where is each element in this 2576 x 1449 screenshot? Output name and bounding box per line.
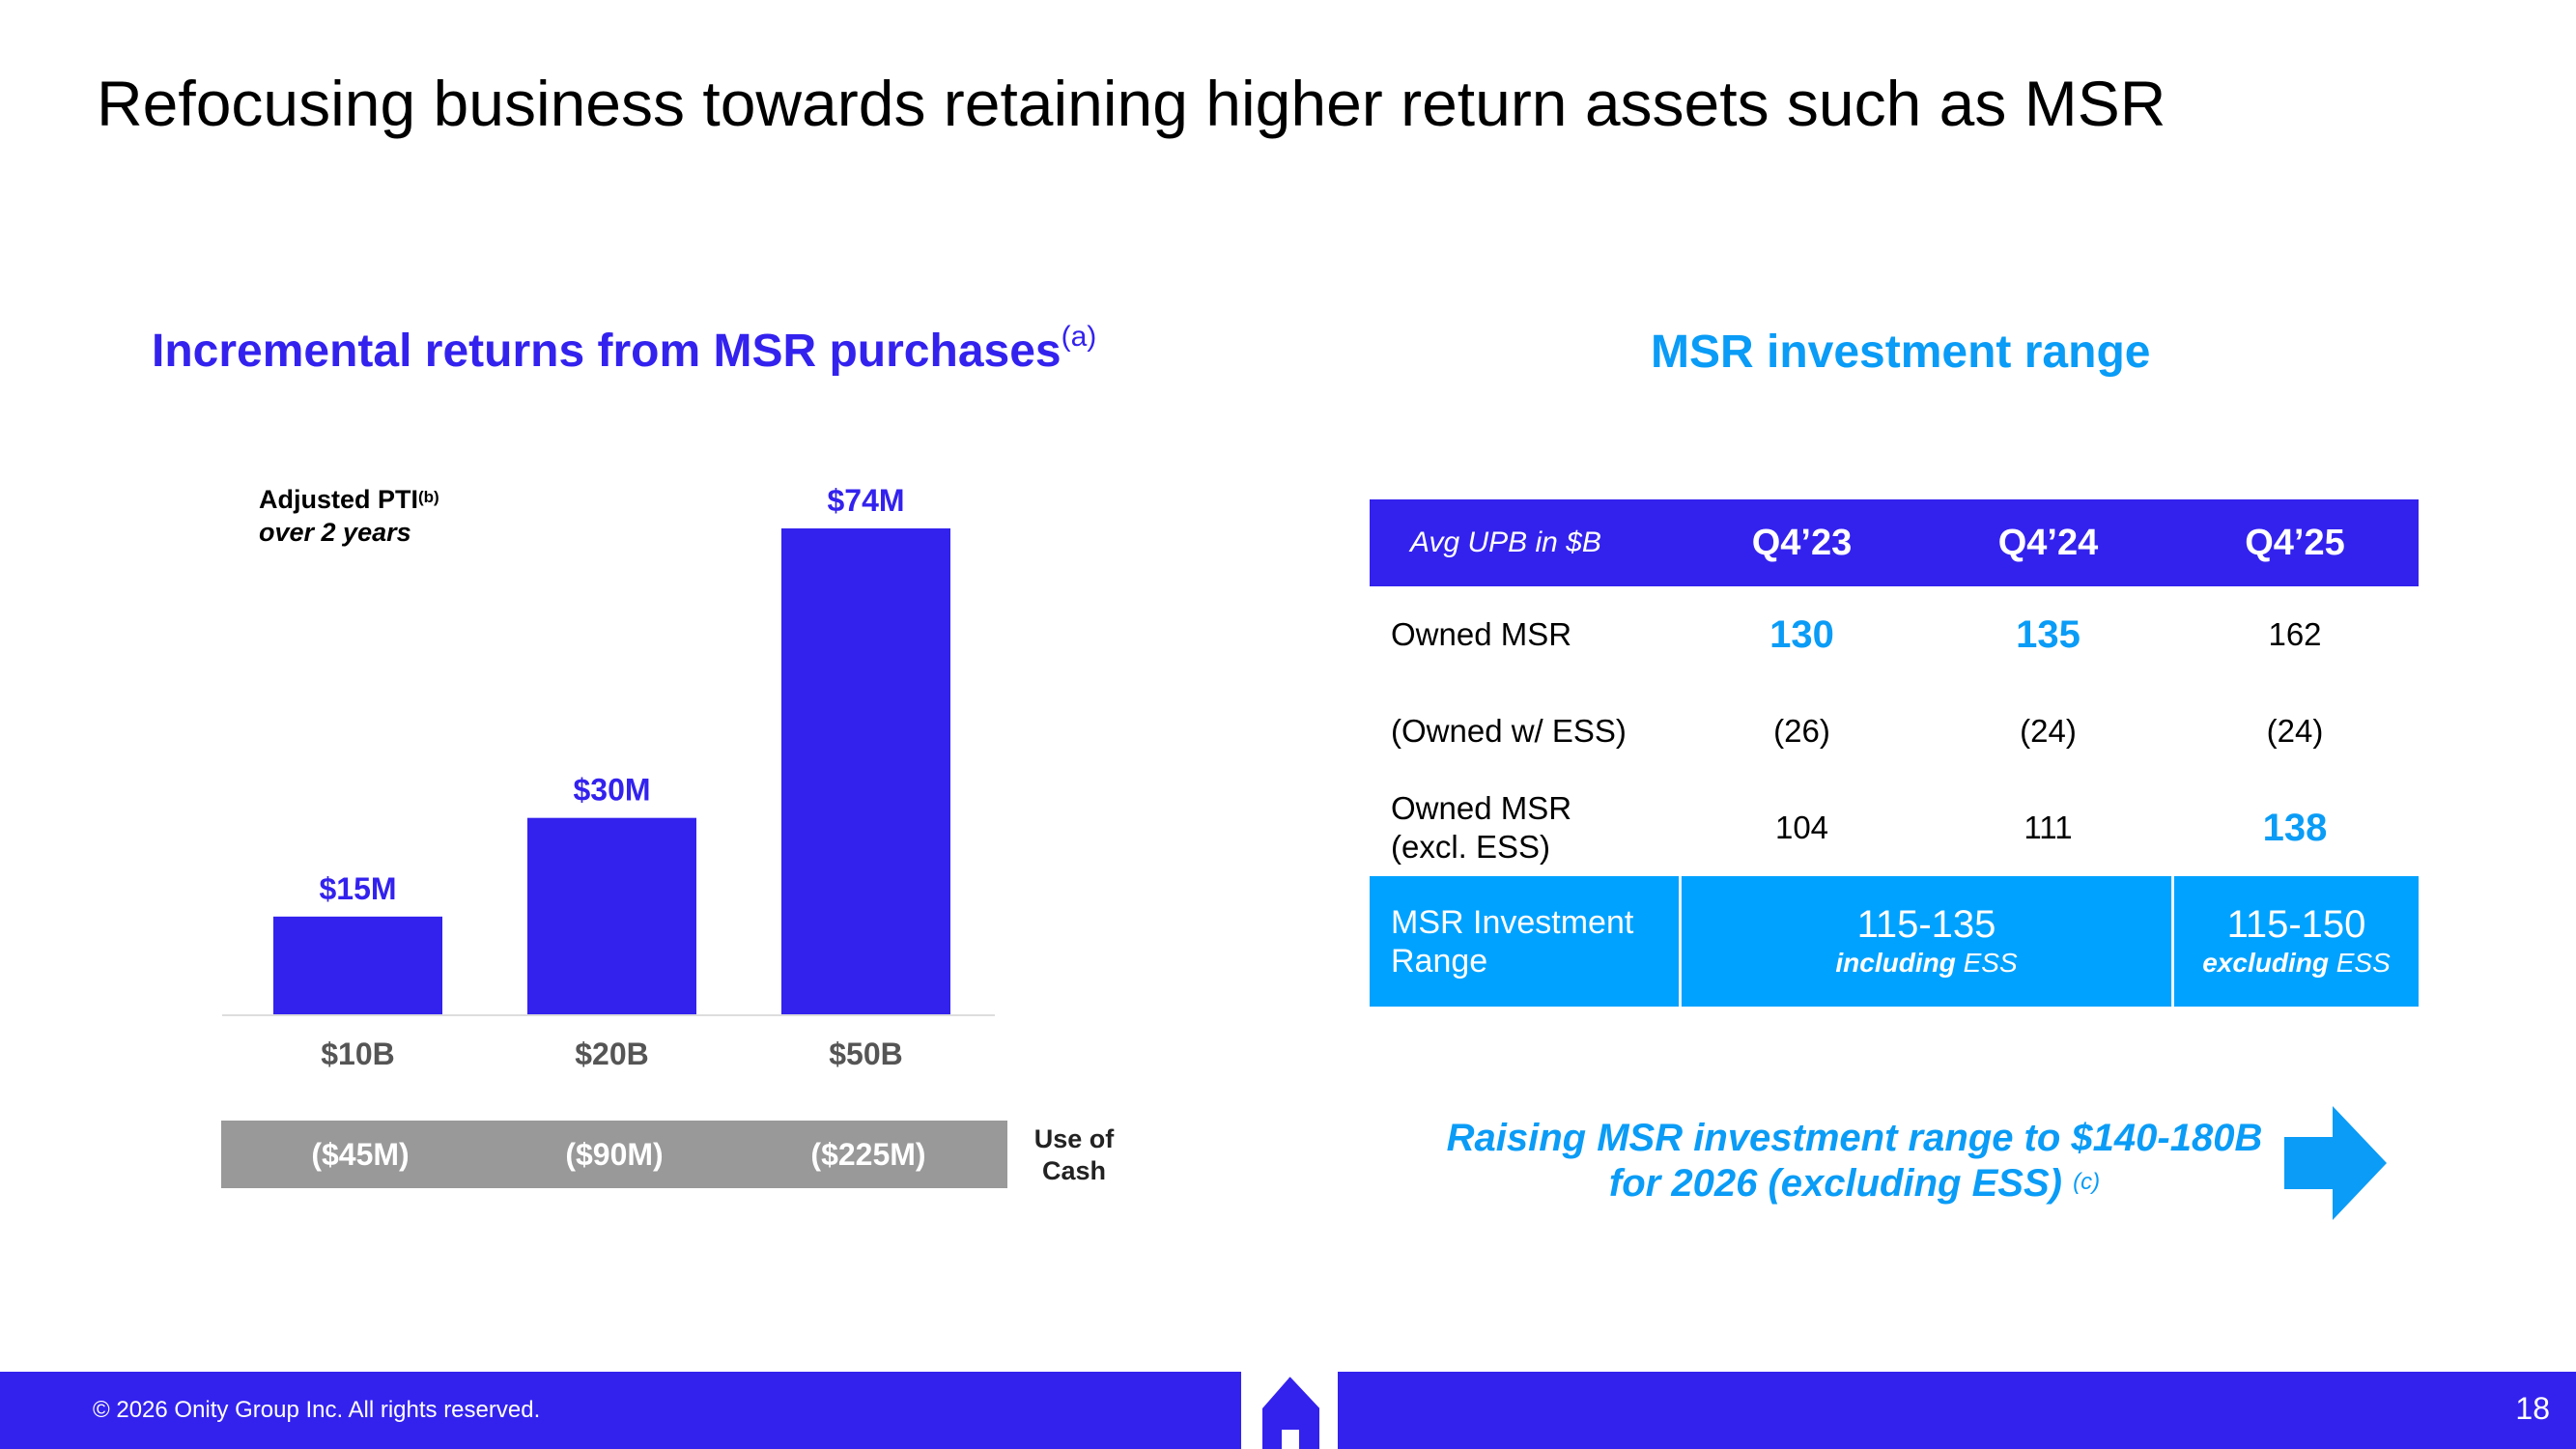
investment-range-callout: Raising MSR investment range to $140-180… — [1410, 1116, 2299, 1207]
bar-value-label: $15M — [319, 871, 396, 906]
bar-category-label: $50B — [829, 1037, 903, 1071]
range-including-ess: 115-135 including ESS — [1682, 876, 2171, 1007]
use-of-cash-value: ($45M) — [311, 1137, 410, 1172]
range-note-text: ESS — [1955, 947, 2018, 978]
pti-label-period: over 2 years — [259, 518, 411, 547]
range-note-emphasis: including — [1835, 947, 1956, 978]
row-label-line1: Owned MSR — [1391, 790, 1572, 826]
bar-value-label: $30M — [573, 773, 650, 808]
left-section-heading: Incremental returns from MSR purchases(a… — [152, 321, 1096, 378]
use-of-cash-value: ($225M) — [810, 1137, 926, 1172]
range-note-text: ESS — [2328, 947, 2391, 978]
use-of-cash-label-line2: Cash — [1041, 1156, 1107, 1185]
row-label: Owned MSR (excl. ESS) — [1370, 780, 1700, 876]
category-labels-group: $10B $20B $50B — [321, 1037, 903, 1071]
row-label: Owned MSR — [1391, 616, 1572, 652]
right-arrow-icon — [2284, 1106, 2387, 1220]
callout-line2-wrap: for 2026 (excluding ESS) (c) — [1410, 1161, 2299, 1207]
header-quarter: Q4’23 — [1751, 522, 1853, 563]
row-value: 111 — [2024, 810, 2073, 845]
range-value: 115-135 — [1856, 902, 1996, 946]
row-value: 130 — [1769, 612, 1834, 656]
bar-$50B — [781, 528, 950, 1015]
range-divider — [2171, 876, 2174, 1007]
pti-label-footnote: (b) — [418, 488, 439, 506]
header-label: Avg UPB in $B — [1410, 526, 1601, 558]
bar-category-label: $20B — [575, 1037, 649, 1071]
use-of-cash-label: Use of Cash — [1026, 1123, 1122, 1187]
row-label: (Owned w/ ESS) — [1391, 713, 1627, 749]
bars-group — [273, 528, 950, 1015]
range-note: including ESS — [1835, 946, 2017, 980]
table-row: Owned MSR 130 135 162 — [1370, 586, 2419, 683]
bar-value-label: $74M — [827, 483, 904, 518]
use-of-cash-value: ($90M) — [565, 1137, 664, 1172]
row-value: (24) — [2266, 713, 2324, 749]
range-note-emphasis: excluding — [2202, 947, 2329, 978]
header-label-cell: Avg UPB in $B — [1370, 499, 1679, 586]
range-excluding-ess: 115-150 excluding ESS — [2174, 876, 2419, 1007]
value-labels-group: $15M $30M $74M — [319, 483, 904, 906]
table-row: (Owned w/ ESS) (26) (24) (24) — [1370, 683, 2419, 780]
bar-category-label: $10B — [321, 1037, 395, 1071]
footer-bar-left — [0, 1372, 1241, 1449]
table-header-row: Avg UPB in $B Q4’23 Q4’24 Q4’25 — [1370, 499, 2419, 586]
house-logo-icon — [1262, 1377, 1319, 1449]
range-note: excluding ESS — [2202, 946, 2391, 980]
footer-bar-right — [1338, 1372, 2576, 1449]
header-quarter: Q4’25 — [2245, 522, 2345, 563]
slide-title: Refocusing business towards retaining hi… — [97, 68, 2166, 139]
right-section-heading: MSR investment range — [1651, 327, 2151, 378]
pti-label-text: Adjusted PTI — [259, 485, 419, 514]
table-row: Owned MSR (excl. ESS) 104 111 138 — [1370, 780, 2419, 876]
left-heading-footnote: (a) — [1061, 321, 1097, 353]
pti-bar-chart: $15M $30M $74M $10B $20B $50B — [222, 483, 995, 1071]
range-row-label: MSR Investment Range — [1370, 876, 1700, 1007]
page-number: 18 — [2515, 1391, 2550, 1426]
range-label-line1: MSR Investment — [1391, 903, 1634, 941]
row-value: 104 — [1774, 810, 1829, 845]
row-value: (26) — [1773, 713, 1830, 749]
callout-footnote: (c) — [2073, 1169, 2101, 1195]
callout-line2: for 2026 (excluding ESS) — [1608, 1162, 2062, 1205]
range-divider — [1679, 876, 1682, 1007]
row-value: 138 — [2262, 806, 2328, 849]
range-label-line2: Range — [1391, 942, 1488, 980]
row-value: 135 — [2016, 612, 2081, 656]
row-value: (24) — [2020, 713, 2077, 749]
header-quarter: Q4’24 — [1997, 522, 2099, 563]
use-of-cash-label-line1: Use of — [1033, 1124, 1115, 1153]
copyright-text: © 2026 Onity Group Inc. All rights reser… — [93, 1397, 541, 1423]
use-of-cash-band: ($45M) ($90M) ($225M) — [221, 1121, 1007, 1188]
bar-$10B — [273, 916, 442, 1015]
row-label-line2: (excl. ESS) — [1391, 829, 1551, 865]
range-value: 115-150 — [2226, 902, 2366, 946]
left-heading-text: Incremental returns from MSR purchases — [152, 326, 1062, 377]
bar-$20B — [527, 817, 696, 1015]
investment-range-row: MSR Investment Range 115-135 including E… — [1370, 876, 2419, 1007]
row-value: 162 — [2268, 616, 2322, 652]
adjusted-pti-label: Adjusted PTI(b) over 2 years — [259, 483, 439, 549]
callout-line1: Raising MSR investment range to $140-180… — [1446, 1117, 2263, 1159]
